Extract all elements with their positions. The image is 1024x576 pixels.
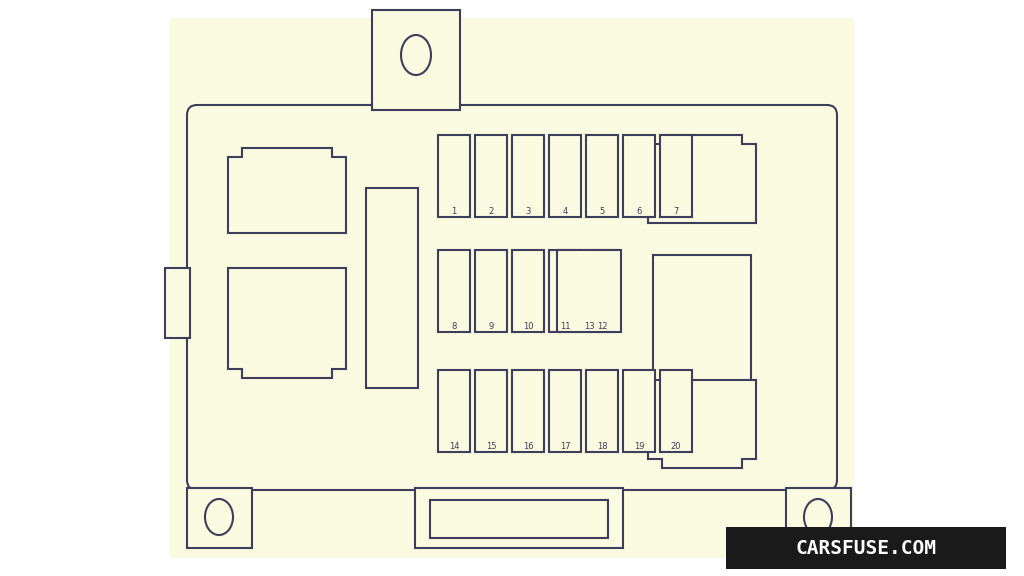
Bar bbox=[549, 370, 581, 452]
Ellipse shape bbox=[205, 499, 233, 535]
Text: 13: 13 bbox=[584, 322, 594, 331]
Text: 2: 2 bbox=[488, 207, 494, 216]
PathPatch shape bbox=[228, 148, 346, 233]
Bar bbox=[623, 370, 655, 452]
Text: 1: 1 bbox=[452, 207, 457, 216]
Bar bbox=[660, 135, 692, 217]
Bar bbox=[366, 188, 418, 388]
Text: 15: 15 bbox=[485, 442, 497, 451]
Bar bbox=[475, 370, 507, 452]
Bar bbox=[372, 10, 460, 110]
Text: 9: 9 bbox=[488, 322, 494, 331]
Bar bbox=[165, 268, 190, 338]
Bar bbox=[653, 255, 751, 385]
Bar bbox=[586, 135, 618, 217]
Bar bbox=[786, 488, 851, 548]
Text: 6: 6 bbox=[636, 207, 642, 216]
Bar bbox=[512, 250, 544, 332]
Bar bbox=[660, 370, 692, 452]
Text: 17: 17 bbox=[560, 442, 570, 451]
Bar bbox=[623, 135, 655, 217]
Bar bbox=[187, 488, 252, 548]
Text: 12: 12 bbox=[597, 322, 607, 331]
Text: 8: 8 bbox=[452, 322, 457, 331]
Bar bbox=[512, 370, 544, 452]
Bar bbox=[512, 135, 544, 217]
Bar bbox=[549, 250, 581, 332]
PathPatch shape bbox=[648, 135, 756, 223]
Text: 19: 19 bbox=[634, 442, 644, 451]
Bar bbox=[475, 135, 507, 217]
Text: 14: 14 bbox=[449, 442, 459, 451]
Bar bbox=[586, 250, 618, 332]
Text: 11: 11 bbox=[560, 322, 570, 331]
PathPatch shape bbox=[648, 380, 756, 468]
Bar bbox=[415, 488, 623, 548]
Text: 3: 3 bbox=[525, 207, 530, 216]
Text: 18: 18 bbox=[597, 442, 607, 451]
Bar bbox=[430, 500, 608, 538]
Text: 20: 20 bbox=[671, 442, 681, 451]
FancyBboxPatch shape bbox=[187, 105, 837, 490]
Text: 4: 4 bbox=[562, 207, 567, 216]
Ellipse shape bbox=[804, 499, 831, 535]
Bar bbox=[475, 250, 507, 332]
Bar bbox=[586, 370, 618, 452]
Bar bbox=[438, 135, 470, 217]
Bar bbox=[726, 527, 1006, 569]
Bar bbox=[549, 135, 581, 217]
Bar bbox=[438, 250, 470, 332]
Ellipse shape bbox=[401, 35, 431, 75]
Bar bbox=[170, 18, 854, 558]
Text: CARSFUSE.COM: CARSFUSE.COM bbox=[796, 539, 937, 558]
PathPatch shape bbox=[228, 268, 346, 378]
Bar bbox=[557, 250, 621, 332]
Text: 7: 7 bbox=[674, 207, 679, 216]
Text: 10: 10 bbox=[522, 322, 534, 331]
Bar bbox=[438, 370, 470, 452]
Text: 16: 16 bbox=[522, 442, 534, 451]
Text: 5: 5 bbox=[599, 207, 604, 216]
